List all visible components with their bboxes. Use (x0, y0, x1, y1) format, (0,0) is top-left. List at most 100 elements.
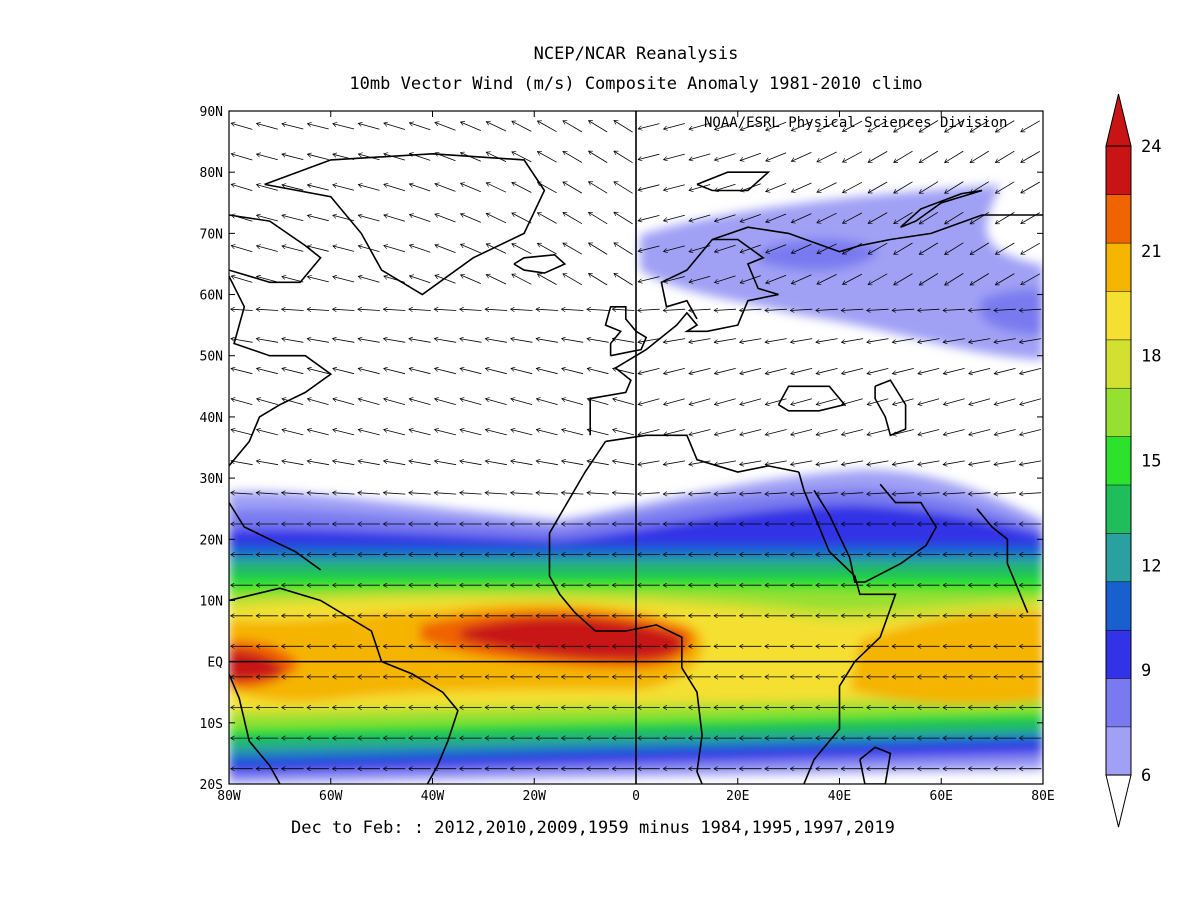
wind-vector (282, 493, 304, 494)
wind-vector (715, 214, 736, 222)
wind-vector (945, 211, 964, 225)
wind-vector (945, 120, 964, 133)
wind-vector (409, 184, 431, 192)
wind-vector (766, 121, 787, 130)
wind-vector (714, 460, 736, 465)
wind-vector (766, 183, 787, 191)
wind-vector (689, 309, 711, 310)
wind-vector (740, 122, 761, 130)
colorbar-swatch (1105, 290, 1132, 341)
wind-vector (486, 122, 507, 132)
wind-vector (256, 493, 279, 494)
wind-vector (995, 150, 1015, 163)
wind-vector (841, 338, 864, 343)
wind-vector (536, 461, 558, 466)
wind-vector (867, 309, 889, 310)
wind-vector (358, 493, 380, 494)
wind-vector (613, 368, 635, 375)
wind-vector (307, 124, 329, 130)
wind-vector (843, 273, 863, 284)
wind-vector (358, 430, 380, 436)
wind-vector (333, 461, 355, 466)
wind-vector (409, 123, 431, 131)
wind-vector (791, 213, 812, 223)
wind-vector (257, 215, 278, 222)
wind-vector (995, 273, 1015, 286)
colorbar-label: 21 (1141, 242, 1161, 262)
wind-vector (563, 121, 583, 133)
wind-vector (231, 339, 253, 343)
wind-vector (537, 243, 557, 255)
credit-label: NOAA/ESRL Physical Sciences Division (704, 115, 1008, 131)
wind-vector (664, 368, 685, 373)
wind-vector (919, 242, 939, 255)
wind-vector (536, 430, 558, 436)
wind-vector (791, 182, 812, 192)
wind-vector (918, 368, 940, 373)
wind-vector (435, 399, 456, 405)
colorbar-under-arrow (1105, 774, 1132, 828)
wind-vector (714, 309, 737, 310)
wind-vector (816, 429, 838, 435)
wind-vector (893, 398, 914, 405)
wind-vector (485, 493, 508, 494)
wind-vector (358, 246, 380, 252)
lon-tick-label: 60E (930, 789, 953, 804)
wind-vector (994, 460, 1016, 465)
wind-vector (434, 493, 457, 494)
wind-vector (791, 243, 812, 253)
wind-vector (435, 214, 456, 223)
wind-vector (970, 242, 990, 255)
wind-vector (460, 399, 482, 405)
wind-vector (460, 461, 482, 466)
wind-vector (894, 242, 913, 255)
wind-vector (257, 246, 278, 252)
wind-vector (282, 124, 304, 130)
wind-vector (257, 399, 278, 405)
wind-vector (282, 309, 304, 310)
coast-arabia (813, 483, 938, 583)
wind-vector (638, 184, 660, 190)
wind-vector (943, 429, 965, 435)
wind-vector (945, 273, 964, 286)
colorbar-swatch (1105, 436, 1132, 486)
wind-vector (918, 460, 940, 465)
lat-tick-label: 50N (200, 350, 223, 365)
wind-vector (843, 151, 863, 162)
colorbar-swatch (1105, 677, 1132, 728)
wind-vector (409, 215, 431, 222)
wind-vector (715, 244, 736, 252)
wind-vector (485, 339, 507, 343)
wind-vector (943, 368, 965, 373)
wind-vector (918, 338, 940, 343)
wind-vector (563, 213, 583, 225)
wind-vector (740, 214, 761, 221)
wind-vector (563, 274, 583, 286)
wind-vector (765, 493, 787, 494)
wind-vector (943, 493, 965, 494)
coast-florida-caribbean (229, 502, 322, 571)
lat-tick-label: 10N (200, 594, 223, 609)
wind-vector (434, 339, 457, 343)
wind-vector (333, 154, 355, 160)
colorbar-label: 12 (1141, 556, 1161, 576)
wind-vector (843, 181, 863, 192)
wind-vector (766, 152, 787, 161)
wind-vector (664, 214, 685, 221)
wind-vector (867, 398, 889, 405)
colorbar-label: 9 (1141, 661, 1151, 681)
wind-vector (589, 273, 608, 286)
wind-vector (282, 215, 304, 222)
wind-vector (384, 368, 406, 375)
wind-vector (307, 154, 329, 160)
wind-vector (714, 429, 736, 435)
wind-vector (333, 185, 355, 191)
wind-vector (791, 398, 813, 405)
wind-vector (1021, 242, 1041, 254)
wind-vector (715, 183, 736, 191)
wind-vector (715, 275, 736, 283)
wind-vector (817, 212, 837, 223)
wind-vector (841, 493, 864, 494)
wind-vector (511, 339, 533, 343)
wind-vector (894, 181, 913, 194)
